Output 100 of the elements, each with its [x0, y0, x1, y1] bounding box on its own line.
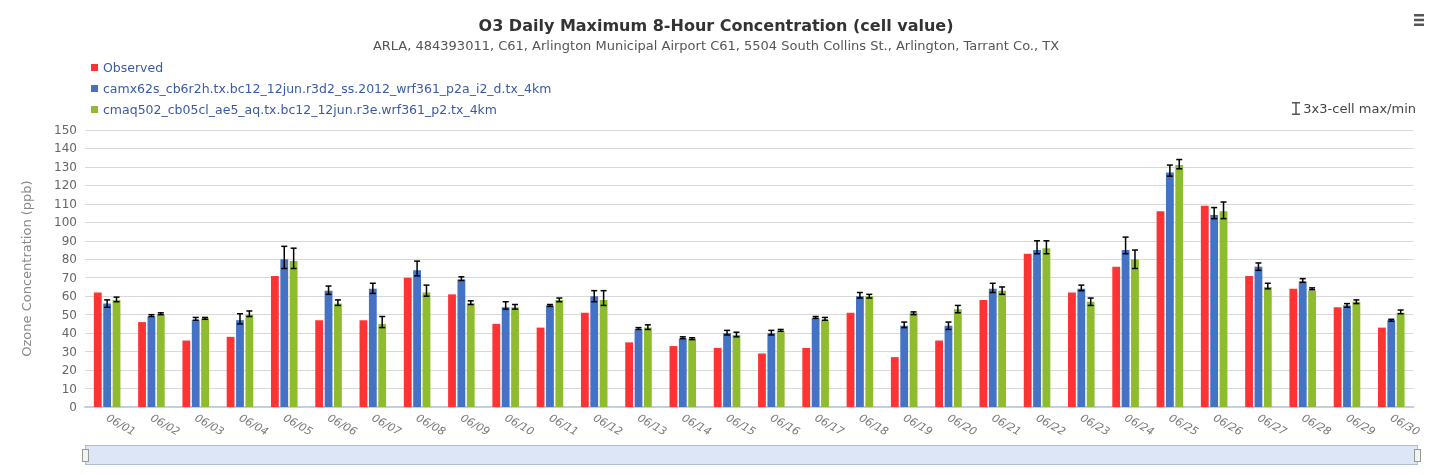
bar [1165, 172, 1174, 407]
bar [182, 340, 191, 407]
bar [590, 296, 599, 407]
y-tick-label: 60 [61, 289, 77, 304]
y-tick-label: 150 [54, 123, 77, 137]
bar [466, 303, 475, 407]
y-tick-label: 140 [54, 141, 77, 156]
bar [1068, 292, 1076, 407]
y-tick-label: 10 [61, 381, 77, 396]
bar [492, 323, 501, 407]
bar [324, 290, 333, 407]
y-tick-label: 30 [61, 344, 77, 359]
bar [758, 353, 766, 407]
y-tick-label: 50 [61, 307, 77, 322]
bar [1298, 281, 1307, 407]
bar [1200, 205, 1209, 407]
bar [909, 312, 918, 407]
bar [1156, 211, 1165, 407]
bar [732, 334, 741, 407]
bar [1308, 290, 1316, 407]
bar [1245, 275, 1253, 407]
bar [1387, 320, 1396, 407]
bar [1343, 305, 1351, 407]
bar [821, 320, 829, 407]
bar [1112, 266, 1121, 407]
bar [1121, 250, 1130, 407]
legend-label: camx62s_cb6r2h.tx.bc12_12jun.r3d2_ss.2012_wrf361_p2a_i2_d.tx_4km [103, 81, 552, 96]
bar [580, 312, 589, 407]
bar [448, 294, 456, 407]
bar [669, 346, 678, 407]
bar [422, 292, 431, 407]
bar [811, 318, 820, 407]
bar [935, 340, 943, 407]
y-tick-label: 130 [54, 159, 77, 174]
bar [1377, 327, 1386, 407]
bar [713, 347, 722, 407]
bar [236, 320, 244, 407]
y-tick-label: 0 [69, 400, 77, 414]
y-tick-label: 90 [61, 233, 77, 248]
bar [368, 288, 377, 407]
bar [998, 290, 1007, 407]
y-tick-label: 20 [61, 363, 77, 378]
bar [501, 307, 510, 407]
bar [944, 325, 953, 407]
bar [103, 303, 112, 407]
bar [900, 325, 909, 407]
bar [378, 323, 387, 407]
bar [802, 347, 811, 407]
bar [403, 277, 412, 407]
text: 3x3-cell max/min [1303, 101, 1416, 116]
y-tick-label: 80 [61, 252, 77, 267]
bar [1254, 266, 1263, 407]
bar [93, 292, 102, 407]
bar [979, 299, 988, 407]
bar [138, 322, 146, 407]
bar [226, 336, 235, 407]
bar [1042, 248, 1051, 407]
bar [201, 318, 209, 407]
bar [1077, 288, 1086, 407]
y-tick-label: 70 [61, 270, 77, 285]
bar [1333, 307, 1342, 407]
bar [359, 320, 368, 407]
bar [112, 299, 121, 407]
bar [334, 303, 342, 407]
bar [767, 333, 776, 407]
bar [191, 320, 200, 407]
bar [953, 309, 962, 407]
bar [280, 259, 289, 407]
bar [723, 333, 731, 407]
bar [688, 338, 697, 407]
bar [270, 275, 279, 407]
bar [856, 296, 864, 407]
y-tick-label: 110 [54, 196, 77, 211]
bar [546, 305, 554, 407]
bar [678, 338, 687, 407]
bar [245, 314, 254, 407]
bar [1175, 165, 1184, 407]
bar [555, 299, 564, 407]
bar [413, 270, 422, 407]
bar [1352, 301, 1361, 407]
bar [776, 331, 785, 407]
bar [1131, 259, 1139, 407]
bar [988, 288, 997, 407]
y-axis-title: Ozone Concentration (ppb) [19, 180, 34, 357]
bar [599, 299, 608, 407]
chart-subtitle: ARLA, 484393011, C61, Arlington Municipal Airport C61, 5504 South Collins St., Arlington, Tarrant Co., TX [372, 38, 1060, 53]
bar [1263, 286, 1272, 407]
bar [289, 261, 298, 407]
bar [1033, 250, 1041, 407]
bar [457, 279, 466, 407]
chart-title: O3 Daily Maximum 8-Hour Concentration (cell value) [478, 15, 954, 35]
bar [1023, 253, 1032, 407]
bar [890, 357, 899, 407]
y-tick-label: 40 [61, 326, 77, 341]
bar [156, 314, 165, 407]
y-tick-label: 100 [54, 215, 77, 230]
y-tick-label: 120 [54, 178, 77, 193]
bar [1210, 214, 1219, 407]
bar [1396, 312, 1405, 407]
bar [865, 296, 874, 407]
